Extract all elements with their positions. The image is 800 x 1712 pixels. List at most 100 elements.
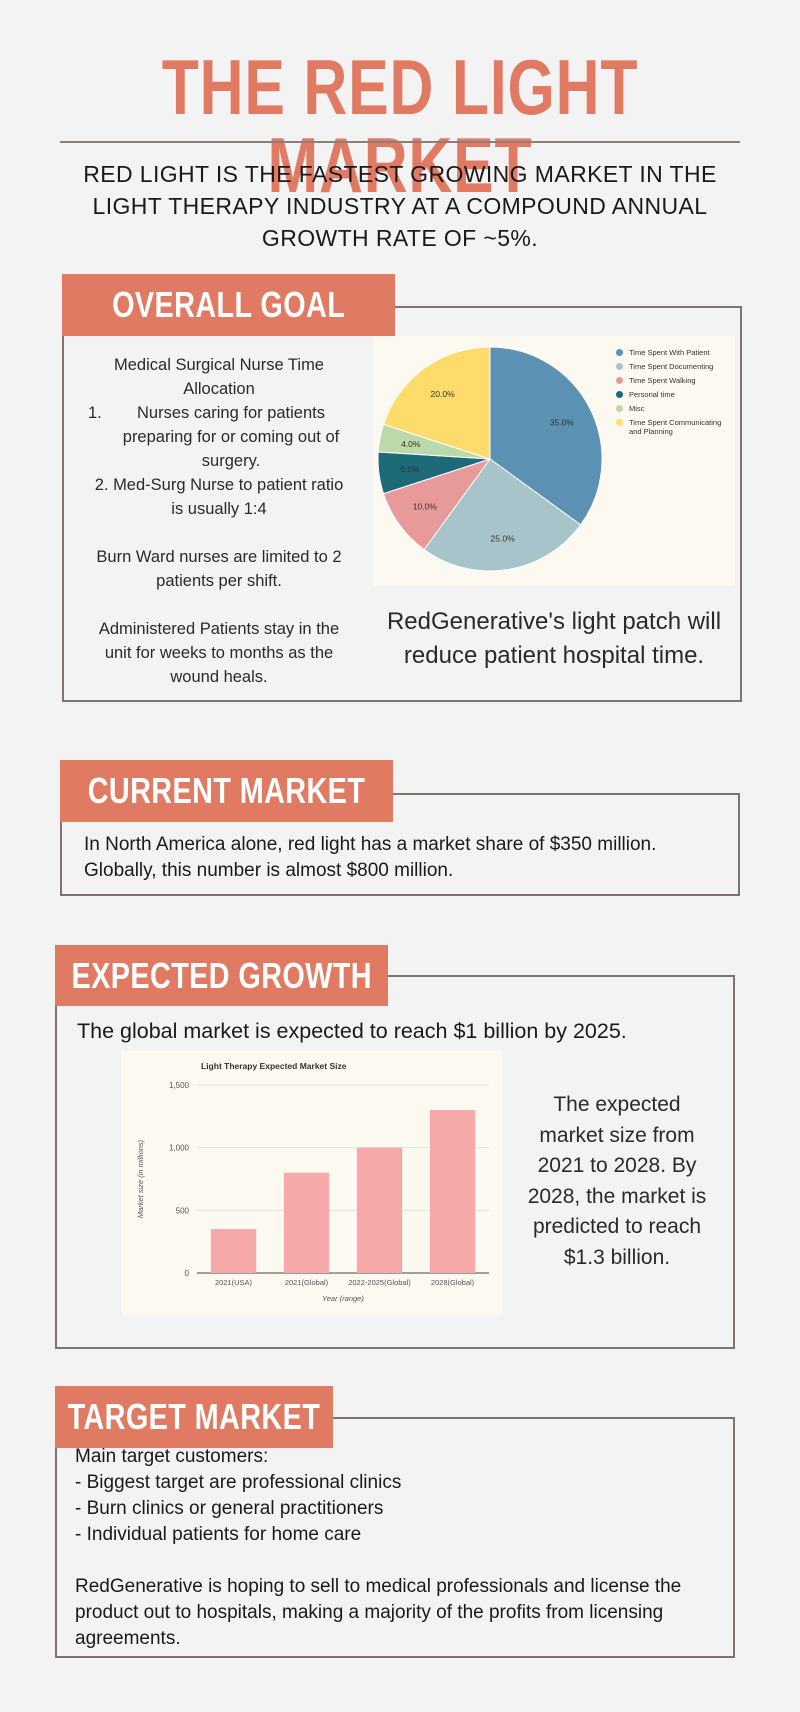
pie-legend-item: Misc: [616, 404, 734, 413]
pie-slice: [382, 346, 491, 460]
target-paragraph-line: RedGenerative is hoping to sell to medic…: [75, 1576, 682, 1597]
light-patch-statement: RedGenerative's light patch will reduce …: [373, 605, 735, 673]
pie-data-label: 35.0%: [550, 417, 575, 427]
page-title: THE RED LIGHT MARKET: [161, 43, 639, 209]
x-tick-label: 2028(Global): [431, 1278, 475, 1287]
pie-legend-label: Time Spent Walking: [629, 376, 696, 385]
subtitle-line: GROWTH RATE OF ~5%.: [261, 225, 539, 251]
bar-chart-panel: Light Therapy Expected Market Size 0 500 1,…: [121, 1051, 502, 1316]
pie-data-label: 25.0%: [491, 534, 516, 544]
target-market-text: Main target customers: - Biggest target …: [75, 1444, 737, 1652]
target-market-banner: TARGET MARKET: [55, 1386, 333, 1448]
pie-chart: 35.0% 25.0% 10.0% 6.0% 4.0% 20.0%: [377, 346, 603, 572]
description-line: 2028, the market is: [527, 1184, 707, 1208]
statement-line: reduce patient hospital time.: [403, 642, 705, 669]
title-divider: [60, 141, 740, 143]
overall-goal-heading: OVERALL GOAL: [111, 284, 346, 325]
administered-text: Administered Patients stay in the: [98, 620, 340, 638]
expected-growth-banner: EXPECTED GROWTH: [55, 945, 388, 1006]
current-market-box: [60, 793, 740, 896]
legend-swatch: [616, 349, 623, 356]
bar: [283, 1172, 330, 1273]
current-market-line: Globally, this number is almost $800 mil…: [84, 860, 454, 881]
pie-legend-label: Misc: [629, 404, 645, 413]
pie-slice: [423, 458, 582, 572]
nurse-allocation-text: Medical Surgical Nurse Time Allocation 1…: [80, 353, 358, 689]
bar: [429, 1110, 476, 1273]
expected-growth-lead: The global market is expected to reach $…: [77, 1019, 627, 1043]
y-tick-label: 1,500: [169, 1081, 190, 1090]
pie-legend-label: Time Spent Communicating and Planning: [629, 418, 722, 436]
target-line: - Biggest target are professional clinic…: [75, 1472, 402, 1493]
overall-goal-banner: OVERALL GOAL: [62, 274, 395, 336]
pie-slice: [489, 346, 603, 526]
target-market-box: [55, 1417, 735, 1658]
y-tick-label: 0: [185, 1269, 190, 1278]
item-line: preparing for or coming out of: [122, 428, 340, 446]
pie-legend-label: Time Spent Documenting: [629, 362, 714, 371]
allocation-item-2-cont: is usually 1:4: [171, 500, 267, 518]
x-tick-label: 2021(Global): [285, 1278, 329, 1287]
administered-text: unit for weeks to months as the: [104, 644, 334, 662]
overall-goal-box: [62, 306, 742, 702]
pie-legend-label: Personal time: [629, 390, 675, 399]
x-axis-label: Year (range): [322, 1294, 364, 1303]
pie-legend-item: Time Spent Documenting: [616, 362, 734, 371]
bar-chart: Light Therapy Expected Market Size 0 500 1,…: [136, 1061, 489, 1303]
description-line: $1.3 billion.: [563, 1245, 671, 1269]
pie-data-label: 10.0%: [413, 501, 438, 511]
item-line: Nurses caring for patients: [136, 404, 325, 422]
pie-legend-item: Time Spent With Patient: [616, 348, 734, 357]
x-tick-label: 2022-2025(Global): [348, 1278, 411, 1287]
burn-ward-text: patients per shift.: [156, 572, 282, 590]
legend-swatch: [616, 419, 623, 426]
bar-chart-title: Light Therapy Expected Market Size: [201, 1061, 347, 1071]
market-size-description: The expected market size from 2021 to 20…: [512, 1090, 722, 1273]
pie-legend-item: Time Spent Walking: [616, 376, 734, 385]
bar: [210, 1229, 257, 1273]
legend-swatch: [616, 391, 623, 398]
x-tick-label: 2021(USA): [215, 1278, 253, 1287]
expected-growth-heading: EXPECTED GROWTH: [71, 954, 372, 996]
statement-line: RedGenerative's light patch will: [386, 608, 722, 635]
pie-data-label: 4.0%: [401, 439, 421, 449]
legend-swatch: [616, 377, 623, 384]
current-market-line: In North America alone, red light has a …: [84, 834, 657, 855]
item-line: surgery.: [201, 452, 261, 470]
target-paragraph-line: agreements.: [75, 1628, 181, 1649]
target-line: - Individual patients for home care: [75, 1524, 362, 1545]
legend-swatch: [616, 363, 623, 370]
description-line: 2021 to 2028. By: [537, 1154, 697, 1177]
y-axis-label: Market size (in millions): [136, 1139, 145, 1218]
target-line: - Burn clinics or general practitioners: [75, 1498, 384, 1519]
current-market-heading: CURRENT MARKET: [87, 770, 366, 811]
current-market-text: In North America alone, red light has a …: [84, 832, 734, 884]
legend-swatch: [616, 405, 623, 412]
allocation-item-1: 1. Nurses caring for patients preparing …: [80, 401, 358, 473]
description-line: market size from: [539, 1123, 695, 1147]
target-paragraph-line: product out to hospitals, making a major…: [75, 1602, 664, 1623]
target-line: Main target customers:: [75, 1446, 269, 1467]
pie-chart-panel: 35.0% 25.0% 10.0% 6.0% 4.0% 20.0% Time Spent …: [373, 336, 735, 586]
pie-data-label: 20.0%: [431, 389, 456, 399]
administered-text: wound heals.: [170, 668, 268, 686]
page-subtitle: RED LIGHT IS THE FASTEST GROWING MARKET …: [70, 158, 730, 254]
description-line: The expected: [553, 1093, 681, 1116]
burn-ward-text: Burn Ward nurses are limited to 2: [96, 548, 342, 566]
allocation-title: Allocation: [183, 380, 255, 398]
target-market-heading: TARGET MARKET: [67, 1396, 321, 1437]
allocation-title: Medical Surgical Nurse Time: [114, 356, 324, 374]
bar: [356, 1147, 403, 1273]
subtitle-line: LIGHT THERAPY INDUSTRY AT A COMPOUND ANN…: [92, 193, 708, 219]
y-tick-label: 500: [176, 1206, 190, 1215]
pie-legend-label: Time Spent With Patient: [629, 348, 710, 357]
item-number: 1.: [88, 404, 102, 422]
y-tick-label: 1,000: [169, 1144, 190, 1153]
allocation-item-2: 2. Med-Surg Nurse to patient ratio: [94, 476, 344, 494]
pie-legend-item: Time Spent Communicating and Planning: [616, 418, 734, 436]
subtitle-line: RED LIGHT IS THE FASTEST GROWING MARKET …: [83, 161, 717, 187]
description-line: predicted to reach: [532, 1215, 702, 1238]
expected-growth-box: [55, 975, 735, 1349]
pie-legend: Time Spent With Patient Time Spent Docume…: [616, 348, 734, 441]
current-market-banner: CURRENT MARKET: [60, 760, 393, 822]
